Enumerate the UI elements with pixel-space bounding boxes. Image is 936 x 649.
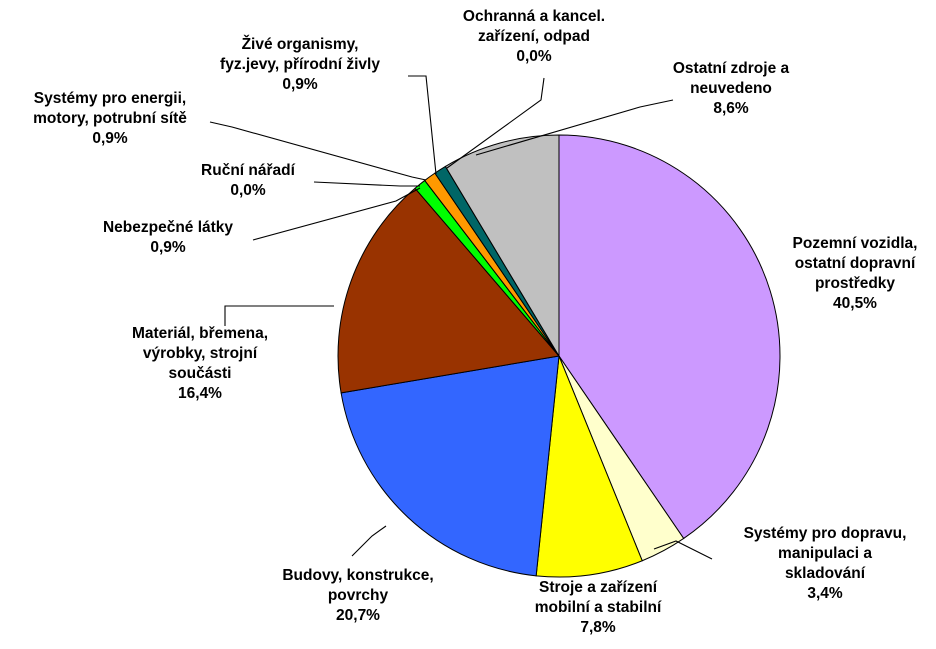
leader-line-zive-organismy <box>408 75 437 175</box>
data-label-zive-organismy: Živé organismy, fyz.jevy, přírodní živly 0… <box>220 35 380 93</box>
slice-category-label: Materiál, břemena, <box>132 325 268 342</box>
slice-category-label: povrchy <box>328 587 389 604</box>
slice-category-label: Pozemní vozidla, <box>793 235 918 252</box>
data-label-rucni-naradi: Ruční nářadí 0,0% <box>201 162 296 199</box>
slice-category-label: fyz.jevy, přírodní živly <box>220 56 380 73</box>
leader-line-ochranna-a-kancel <box>446 77 545 169</box>
leader-line-systemy-pro-dopravu <box>653 540 713 560</box>
slice-value-label: 7,8% <box>580 619 616 636</box>
data-label-material-bremena: Materiál, břemena, výrobky, strojní součás… <box>132 325 268 402</box>
slice-category-label: Nebezpečné látky <box>103 219 233 236</box>
slices-layer <box>337 134 781 578</box>
slice-value-label: 0,9% <box>92 130 128 147</box>
leader-line-budovy-konstrukce <box>351 525 387 557</box>
data-label-nebezpecne-latky: Nebezpečné látky 0,9% <box>103 219 233 256</box>
slice-category-label: zařízení, odpad <box>478 28 590 45</box>
slice-category-label: výrobky, strojní <box>143 345 258 362</box>
slice-category-label: součásti <box>169 365 232 382</box>
data-label-systemy-pro-energii: Systémy pro energii, motory, potrubní sít… <box>33 90 187 147</box>
slice-category-label: Ruční nářadí <box>201 162 296 179</box>
slice-value-label: 3,4% <box>807 585 843 602</box>
data-label-budovy-konstrukce: Budovy, konstrukce, povrchy 20,7% <box>282 567 433 624</box>
data-label-stroje-a-zarizeni: Stroje a zařízení mobilní a stabilní 7,8% <box>535 579 662 636</box>
slice-category-label: Systémy pro energii, <box>34 90 186 107</box>
slice-category-label: manipulaci a <box>778 545 872 562</box>
slice-category-label: neuvedeno <box>690 80 772 97</box>
slice-category-label: Ochranná a kancel. <box>463 8 605 25</box>
pie-slice-stroje-a-zarizeni <box>535 355 643 578</box>
slice-value-label: 16,4% <box>178 385 222 402</box>
leader-line-rucni-naradi <box>313 181 420 187</box>
slice-category-label: skladování <box>785 565 866 582</box>
leader-line-nebezpecne-latky <box>252 187 421 241</box>
slice-value-label: 0,0% <box>230 182 266 199</box>
leader-line-systemy-pro-energii <box>209 121 427 181</box>
slice-category-label: Stroje a zařízení <box>539 579 658 596</box>
slice-category-label: prostředky <box>815 275 895 292</box>
data-label-ochranna-a-kancel: Ochranná a kancel. zařízení, odpad 0,0% <box>463 8 605 65</box>
data-label-systemy-pro-dopravu: Systémy pro dopravu, manipulaci a skladová… <box>744 525 907 602</box>
slice-value-label: 8,6% <box>713 100 749 117</box>
slice-category-label: mobilní a stabilní <box>535 599 662 616</box>
labels-layer: Pozemní vozidla, ostatní dopravní prostřed… <box>33 8 917 636</box>
slice-category-label: Systémy pro dopravu, <box>744 525 907 542</box>
slice-value-label: 0,9% <box>282 76 318 93</box>
pie-slice-pozemni-vozidla <box>558 134 781 540</box>
leader-line-material-bremena <box>224 305 334 326</box>
slice-value-label: 0,9% <box>150 239 186 256</box>
slice-category-label: ostatní dopravní <box>795 255 916 272</box>
pie-slice-budovy-konstrukce <box>340 355 560 577</box>
pie-slice-ostatni-zdroje-a <box>444 134 560 358</box>
slice-category-label: Budovy, konstrukce, <box>282 567 433 584</box>
slice-value-label: 40,5% <box>833 295 877 312</box>
slice-category-label: Živé organismy, <box>242 35 359 53</box>
data-label-ostatni-zdroje-a: Ostatní zdroje a neuvedeno 8,6% <box>673 60 790 117</box>
slice-category-label: Ostatní zdroje a <box>673 60 790 77</box>
leaders-layer <box>209 75 713 560</box>
data-label-pozemni-vozidla: Pozemní vozidla, ostatní dopravní prostřed… <box>793 235 918 312</box>
leader-line-ostatni-zdroje-a <box>475 99 674 156</box>
slice-value-label: 0,0% <box>516 48 552 65</box>
slice-category-label: motory, potrubní sítě <box>33 110 187 127</box>
slice-value-label: 20,7% <box>336 607 380 624</box>
pie-slice-material-bremena <box>337 187 560 394</box>
